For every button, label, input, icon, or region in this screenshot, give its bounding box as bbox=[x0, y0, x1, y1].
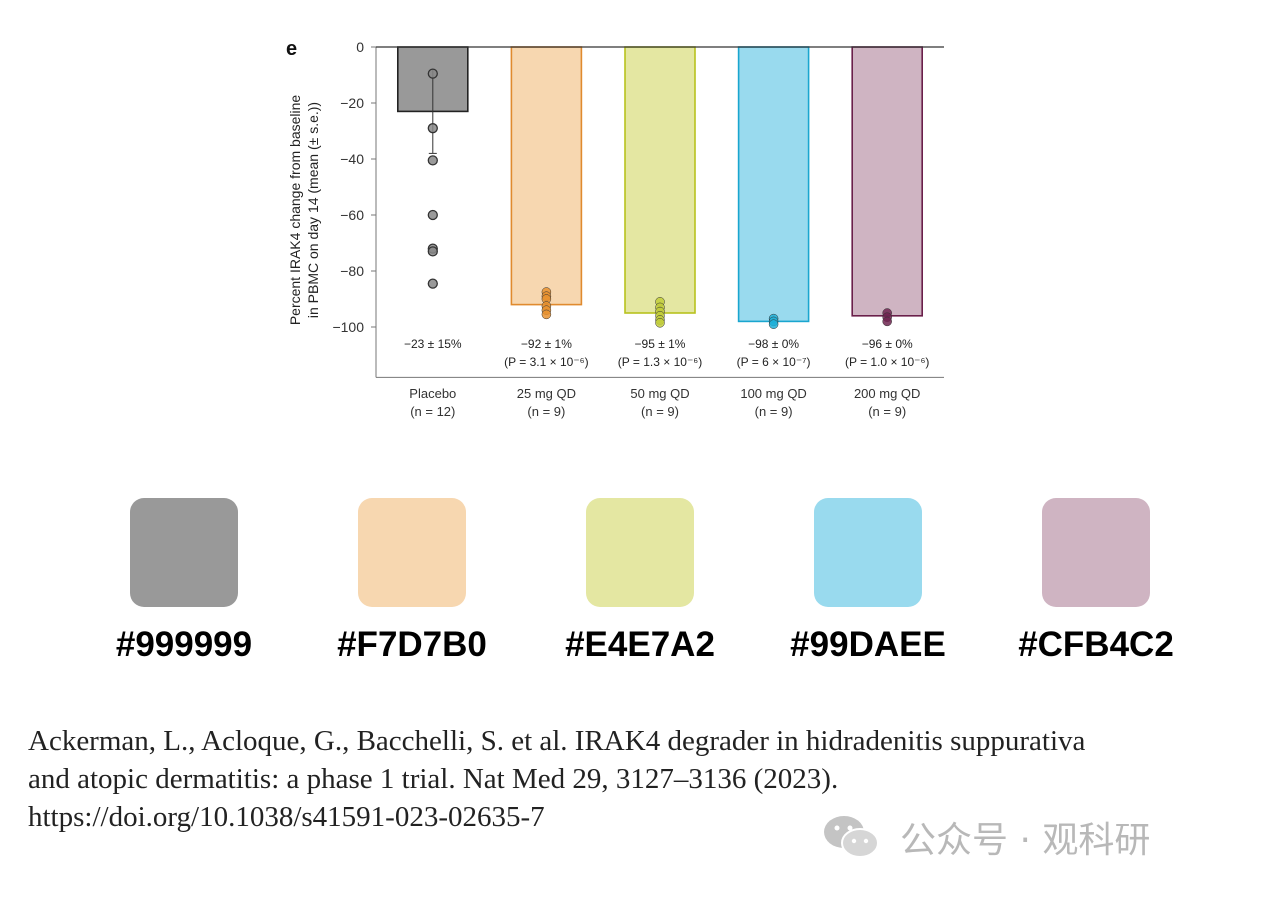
bar-value-label: −96 ± 0% bbox=[862, 337, 913, 351]
bar bbox=[510, 46, 583, 306]
swatch-color-box bbox=[130, 498, 238, 607]
bar-value-label: −23 ± 15% bbox=[404, 337, 462, 351]
bar bbox=[737, 46, 810, 323]
swatch-hex-label: #E4E7A2 bbox=[565, 625, 715, 664]
swatch-gray: #999999 bbox=[114, 498, 254, 665]
swatch-hex-label: #F7D7B0 bbox=[337, 625, 487, 664]
data-point bbox=[427, 209, 438, 221]
y-axis-title: Percent IRAK4 change from baseline in PB… bbox=[287, 95, 321, 326]
y-tick-label: −80 bbox=[340, 263, 364, 279]
swatch-hex-label: #99DAEE bbox=[790, 625, 946, 664]
x-tick-n-label: (n = 9) bbox=[868, 404, 906, 419]
swatch-color-box bbox=[358, 498, 466, 607]
bar-value-label: −98 ± 0% bbox=[748, 337, 799, 351]
x-tick-label: 200 mg QD bbox=[854, 386, 920, 401]
data-point bbox=[882, 316, 892, 327]
bar bbox=[851, 46, 924, 317]
citation: Ackerman, L., Acloque, G., Bacchelli, S.… bbox=[28, 722, 1258, 836]
x-tick-label: 25 mg QD bbox=[517, 386, 576, 401]
swatch-color-box bbox=[1042, 498, 1150, 607]
wechat-icon bbox=[824, 816, 879, 858]
data-point bbox=[427, 155, 438, 166]
watermark-text: 公众号 · 观科研 bbox=[900, 820, 1151, 861]
data-point bbox=[427, 278, 438, 289]
swatch-hex-label: #CFB4C2 bbox=[1018, 625, 1174, 664]
data-point bbox=[427, 246, 438, 257]
y-tick-label: −60 bbox=[340, 207, 364, 223]
data-point bbox=[427, 123, 438, 134]
y-tick-label: −40 bbox=[340, 151, 364, 167]
watermark: 公众号 · 观科研 bbox=[820, 812, 1150, 862]
swatch-hex-label: #999999 bbox=[115, 625, 253, 664]
swatch-color-box bbox=[814, 498, 922, 607]
color-palette: #999999 #F7D7B0 #E4E7A2 #99DAEE #CFB4C2 bbox=[0, 498, 1280, 678]
bar-p-value-label: (P = 6 × 10⁻⁷) bbox=[737, 355, 811, 369]
x-tick-label: Placebo bbox=[409, 386, 456, 401]
plot-area: 0 −20 −40 −60 −80 −100 −23 ± 15% Placebo (n = 12… bbox=[332, 39, 944, 419]
y-tick-label: 0 bbox=[356, 39, 364, 55]
citation-line-2: and atopic dermatitis: a phase 1 trial. … bbox=[28, 763, 839, 795]
swatch-yellow-green: #E4E7A2 bbox=[565, 498, 715, 665]
swatch-mauve: #CFB4C2 bbox=[1018, 498, 1174, 665]
bar-p-value-label: (P = 1.3 × 10⁻⁶) bbox=[618, 355, 702, 369]
citation-doi-link[interactable]: https://doi.org/10.1038/s41591-023-02635… bbox=[28, 801, 545, 833]
bar bbox=[624, 46, 696, 314]
bar-p-value-label: (P = 1.0 × 10⁻⁶) bbox=[845, 355, 929, 369]
y-tick-label: −100 bbox=[332, 319, 364, 335]
data-point bbox=[768, 319, 779, 329]
bar-p-value-label: (P = 3.1 × 10⁻⁶) bbox=[504, 355, 588, 369]
citation-line-1: Ackerman, L., Acloque, G., Bacchelli, S.… bbox=[28, 725, 1086, 757]
bar-value-label: −92 ± 1% bbox=[521, 337, 572, 351]
x-tick-n-label: (n = 9) bbox=[641, 404, 679, 419]
data-point bbox=[541, 309, 552, 320]
data-point bbox=[427, 68, 438, 79]
bar-value-label: −95 ± 1% bbox=[635, 337, 686, 351]
swatch-blue: #99DAEE bbox=[790, 498, 946, 665]
x-tick-n-label: (n = 9) bbox=[527, 404, 565, 419]
swatch-color-box bbox=[586, 498, 694, 607]
x-tick-label: 50 mg QD bbox=[630, 386, 689, 401]
irak4-bar-chart: e Percent IRAK4 change from baseline in … bbox=[286, 38, 944, 419]
x-tick-n-label: (n = 12) bbox=[410, 404, 455, 419]
y-tick-label: −20 bbox=[340, 95, 364, 111]
x-tick-n-label: (n = 9) bbox=[755, 404, 793, 419]
y-axis-title-line2: in PBMC on day 14 (mean (± s.e.)) bbox=[305, 102, 321, 318]
swatch-orange: #F7D7B0 bbox=[337, 498, 487, 665]
x-tick-label: 100 mg QD bbox=[740, 386, 806, 401]
y-axis-title-line1: Percent IRAK4 change from baseline bbox=[287, 95, 303, 326]
panel-label: e bbox=[286, 38, 297, 60]
data-point bbox=[655, 318, 665, 328]
